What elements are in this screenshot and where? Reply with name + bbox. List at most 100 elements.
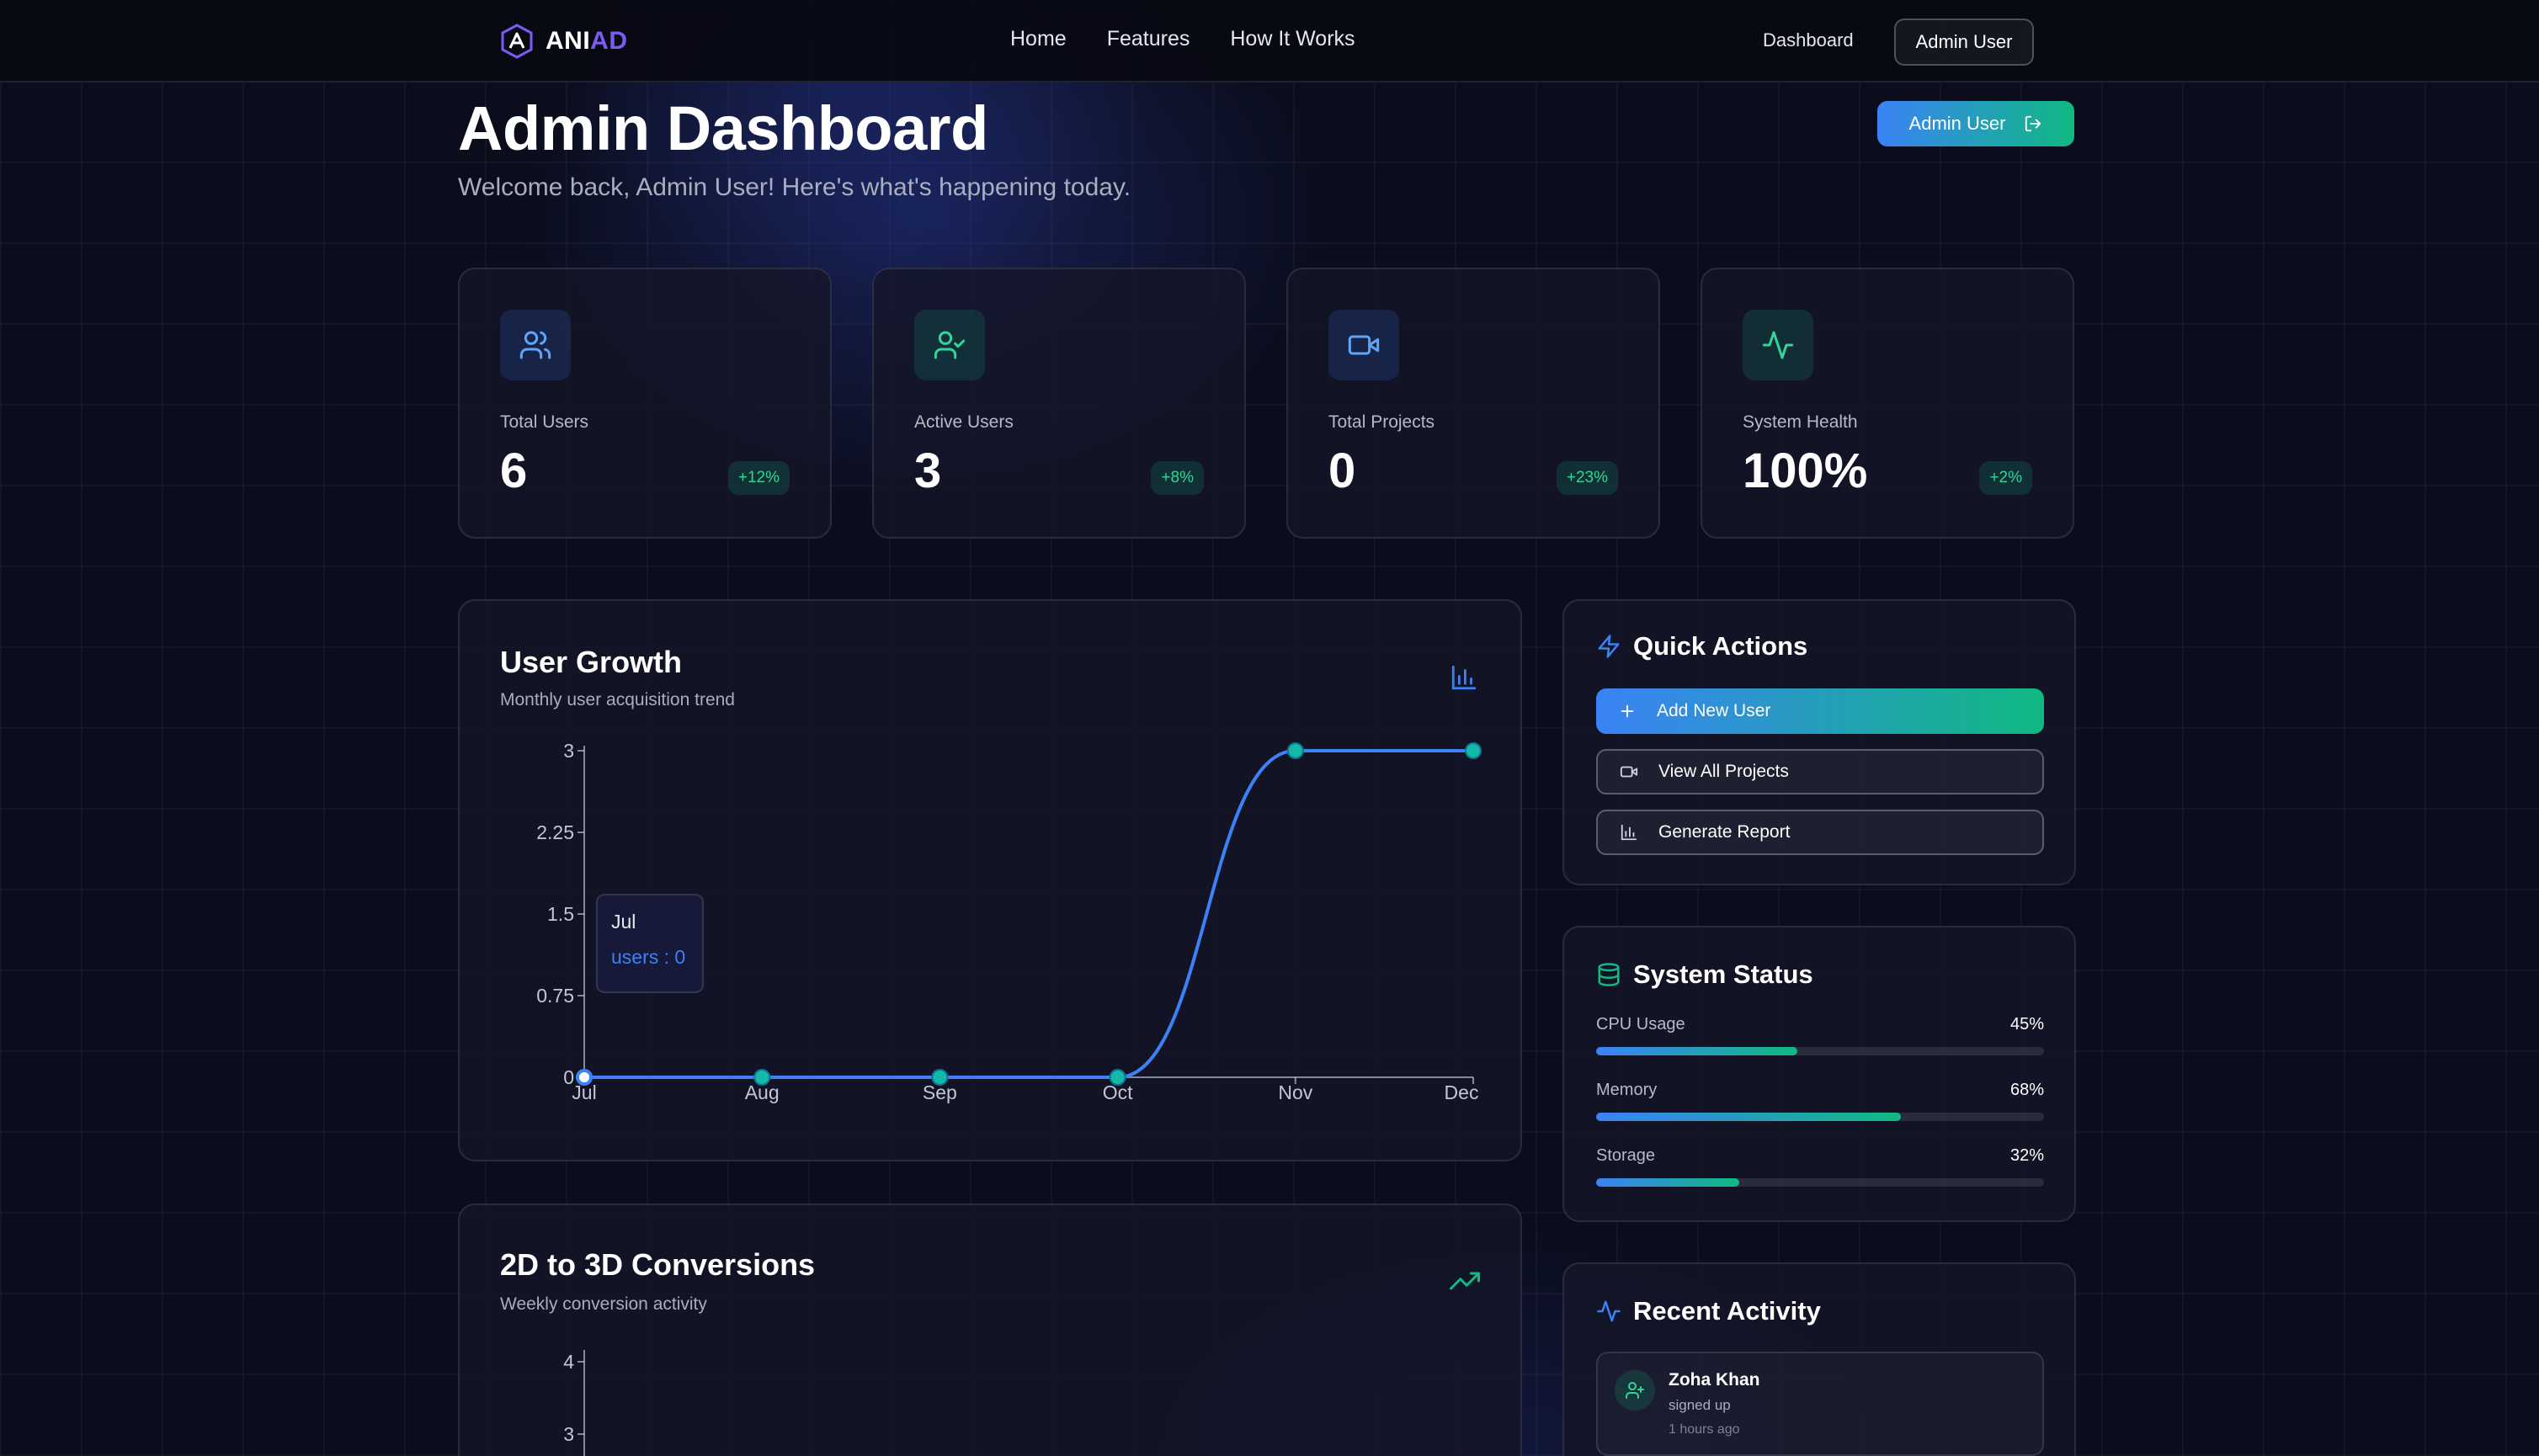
- video-icon: [1620, 766, 1638, 778]
- conversions-subtitle: Weekly conversion activity: [500, 1294, 707, 1314]
- status-label: CPU Usage: [1596, 1015, 1685, 1034]
- y-tick-label: 3: [563, 740, 574, 762]
- users-series-line: [583, 749, 1473, 1080]
- bar-chart-icon: [1621, 824, 1637, 841]
- stat-value: 100%: [1743, 444, 1868, 498]
- activity-item[interactable]: Zoha Khan signed up 1 hours ago: [1596, 1352, 2044, 1456]
- progress-track: [1596, 1047, 2044, 1055]
- system-status-header: System Status: [1596, 959, 1813, 990]
- conversions-chart: 34: [563, 1350, 585, 1456]
- nav-features-link[interactable]: Features: [1106, 27, 1190, 50]
- user-growth-panel: User Growth Monthly user acquisition tre…: [458, 599, 1522, 1161]
- nav-user-button[interactable]: Admin User: [1894, 19, 2034, 66]
- tooltip-month: Jul: [611, 911, 636, 933]
- generate-report-label: Generate Report: [1658, 822, 1791, 842]
- activity-action: signed up: [1669, 1397, 1731, 1413]
- activity-icon: [1743, 310, 1813, 380]
- trending-up-icon[interactable]: [1450, 1266, 1480, 1296]
- header-user-logout-button[interactable]: Admin User: [1877, 101, 2074, 146]
- generate-report-button[interactable]: Generate Report: [1596, 810, 2044, 855]
- nav-home-link[interactable]: Home: [1010, 27, 1067, 50]
- recent-activity-title: Recent Activity: [1633, 1296, 1821, 1326]
- logo-icon: [501, 24, 533, 59]
- data-point: [1286, 742, 1304, 759]
- progress-track: [1596, 1178, 2044, 1187]
- stat-change-badge: +2%: [1979, 461, 2032, 495]
- quick-actions-title: Quick Actions: [1633, 631, 1808, 661]
- view-all-projects-label: View All Projects: [1658, 762, 1789, 781]
- y-tick-label: 4: [563, 1351, 574, 1373]
- y-tick-label: 1.5: [547, 903, 574, 925]
- stat-label: Total Projects: [1328, 412, 1435, 432]
- status-value: 32%: [2009, 1146, 2044, 1165]
- top-navbar: ANIAD Home Features How It Works Dashboa…: [0, 0, 2539, 82]
- system-status-panel: System Status CPU Usage 45% Memory 68% S…: [1562, 926, 2076, 1222]
- y-tick-label: 2.25: [536, 821, 574, 843]
- stat-label: System Health: [1743, 412, 1858, 432]
- memory-row: Memory 68%: [1596, 1081, 2044, 1121]
- activity-icon: [1597, 1300, 1621, 1322]
- stat-label: Total Users: [500, 412, 589, 432]
- bar-chart-icon[interactable]: [1450, 663, 1478, 692]
- status-label: Memory: [1596, 1081, 1658, 1099]
- activity-time: 1 hours ago: [1669, 1422, 1740, 1437]
- page-subtitle: Welcome back, Admin User! Here's what's …: [458, 173, 1131, 201]
- y-tick-label: 3: [563, 1423, 574, 1445]
- brand-logo[interactable]: ANIAD: [500, 24, 628, 59]
- storage-row: Storage 32%: [1596, 1146, 2044, 1187]
- stat-change-badge: +12%: [727, 461, 790, 495]
- x-tick-label: Nov: [1278, 1081, 1312, 1103]
- conversions-panel: 2D to 3D Conversions Weekly conversion a…: [458, 1204, 1522, 1456]
- y-tick-label: 0: [563, 1066, 574, 1088]
- data-point: [753, 1069, 771, 1086]
- stat-card-active-users: Active Users 3 +8%: [872, 268, 1246, 539]
- users-icon: [500, 310, 571, 380]
- progress-fill: [1596, 1113, 1901, 1121]
- header-user-label: Admin User: [1908, 113, 2006, 134]
- progress-fill: [1596, 1047, 1798, 1055]
- logout-icon: [2025, 115, 2041, 132]
- quick-actions-panel: Quick Actions Add New User View All Proj…: [1562, 599, 2076, 885]
- cpu-usage-row: CPU Usage 45%: [1596, 1015, 2044, 1055]
- data-point: [1465, 742, 1482, 759]
- recent-activity-header: Recent Activity: [1596, 1296, 1821, 1326]
- tooltip-value: users : 0: [611, 946, 686, 968]
- add-new-user-button[interactable]: Add New User: [1596, 688, 2044, 734]
- status-value: 45%: [2009, 1015, 2044, 1034]
- status-value: 68%: [2009, 1081, 2044, 1099]
- user-plus-icon: [1615, 1370, 1655, 1411]
- stat-change-badge: +23%: [1556, 461, 1618, 495]
- view-all-projects-button[interactable]: View All Projects: [1596, 749, 2044, 794]
- system-status-title: System Status: [1633, 959, 1813, 989]
- quick-actions-header: Quick Actions: [1596, 631, 1807, 662]
- activity-user-name: Zoha Khan: [1669, 1370, 1760, 1390]
- stat-card-system-health: System Health 100% +2%: [1701, 268, 2074, 539]
- stat-card-total-projects: Total Projects 0 +23%: [1286, 268, 1660, 539]
- x-tick-label: Dec: [1445, 1081, 1479, 1103]
- conversions-title: 2D to 3D Conversions: [500, 1247, 816, 1282]
- progress-track: [1596, 1113, 2044, 1121]
- database-icon: [1598, 963, 1620, 986]
- lightning-icon: [1598, 635, 1620, 658]
- page-title: Admin Dashboard: [458, 93, 988, 163]
- stat-label: Active Users: [914, 412, 1014, 432]
- add-new-user-label: Add New User: [1657, 701, 1771, 720]
- nav-dashboard-link[interactable]: Dashboard: [1763, 29, 1854, 50]
- user-growth-subtitle: Monthly user acquisition trend: [500, 690, 735, 709]
- stat-value: 3: [914, 444, 942, 498]
- data-point-active: [576, 1069, 593, 1086]
- stat-change-badge: +8%: [1151, 461, 1204, 495]
- main-nav: Home Features How It Works: [1010, 27, 1355, 51]
- brand-name: ANIAD: [546, 27, 628, 55]
- stat-value: 0: [1328, 444, 1356, 498]
- user-check-icon: [914, 310, 985, 380]
- y-tick-label: 0.75: [536, 985, 574, 1007]
- video-icon: [1328, 310, 1399, 380]
- nav-how-it-works-link[interactable]: How It Works: [1230, 27, 1355, 50]
- user-growth-title: User Growth: [500, 645, 683, 679]
- stat-card-total-users: Total Users 6 +12%: [458, 268, 832, 539]
- chart-tooltip: Jul users : 0: [596, 894, 704, 993]
- stat-value: 6: [500, 444, 528, 498]
- data-point: [1109, 1069, 1126, 1086]
